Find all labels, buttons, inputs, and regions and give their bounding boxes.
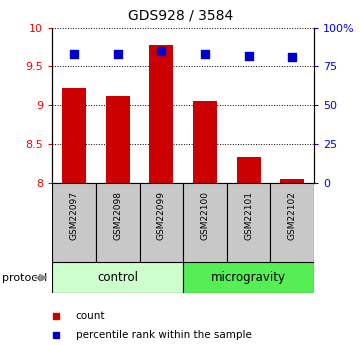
- Text: GSM22099: GSM22099: [157, 191, 166, 240]
- Bar: [140, 183, 183, 262]
- Text: control: control: [97, 271, 138, 284]
- Point: [71, 51, 77, 57]
- Bar: [62, 88, 86, 183]
- Text: GSM22102: GSM22102: [288, 191, 297, 240]
- Bar: [193, 100, 217, 183]
- Bar: [106, 96, 130, 183]
- Bar: [237, 157, 261, 183]
- Bar: [183, 262, 314, 293]
- Bar: [96, 183, 140, 262]
- Text: microgravity: microgravity: [211, 271, 286, 284]
- Bar: [270, 183, 314, 262]
- Bar: [52, 183, 96, 262]
- Text: GDS928 / 3584: GDS928 / 3584: [128, 9, 233, 23]
- Point: [158, 48, 164, 54]
- Text: GSM22101: GSM22101: [244, 191, 253, 240]
- Bar: [52, 262, 183, 293]
- Text: count: count: [76, 311, 105, 321]
- Point: [290, 54, 295, 60]
- Text: percentile rank within the sample: percentile rank within the sample: [76, 330, 252, 339]
- Text: protocol: protocol: [2, 273, 47, 283]
- Bar: [183, 183, 227, 262]
- Text: GSM22098: GSM22098: [113, 191, 122, 240]
- Bar: [280, 179, 304, 183]
- Point: [202, 51, 208, 57]
- Point: [246, 53, 252, 58]
- Text: GSM22100: GSM22100: [200, 191, 209, 240]
- Bar: [149, 45, 173, 183]
- Point: [115, 51, 121, 57]
- Bar: [227, 183, 270, 262]
- Text: GSM22097: GSM22097: [70, 191, 79, 240]
